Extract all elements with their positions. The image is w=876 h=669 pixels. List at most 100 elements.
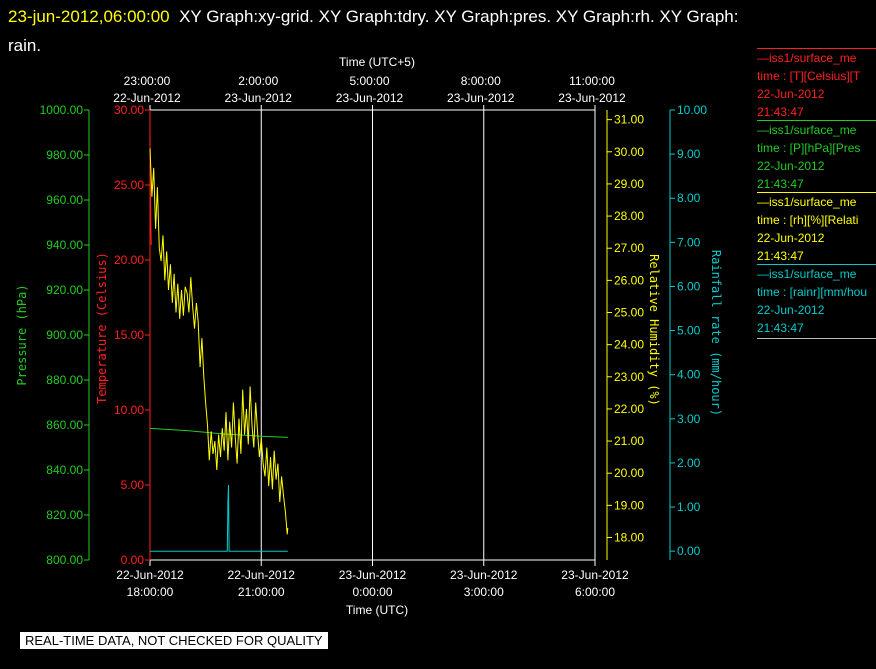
rain-tick-label: 6.00 <box>677 279 701 293</box>
legend-name: —iss1/surface_me <box>757 123 857 137</box>
temperature-tick-label: 30.00 <box>114 103 144 117</box>
series-rainr-line <box>150 484 288 552</box>
series <box>149 132 289 552</box>
bottom-x-tick-time: 0:00:00 <box>352 585 392 599</box>
legend-bottom-rule <box>757 338 876 339</box>
legend-entry: —iss1/surface_me time : [rainr][mm/hou 22-… <box>757 264 876 337</box>
series-rh-line <box>149 148 289 535</box>
top-x-tick-date: 23-Jun-2012 <box>336 91 404 105</box>
legend-separator <box>757 192 876 193</box>
bottom-x-tick-time: 6:00:00 <box>575 585 615 599</box>
rain-tick-label: 5.00 <box>677 324 701 338</box>
legend-date: 22-Jun-2012 <box>757 231 825 245</box>
top-x-tick-date: 23-Jun-2012 <box>447 91 515 105</box>
temperature-axis-title: Temperature (Celsius) <box>95 252 109 404</box>
humidity-tick-label: 27.00 <box>614 241 644 255</box>
pressure-tick-label: 1000.00 <box>40 103 84 117</box>
grid <box>150 109 596 561</box>
pressure-tick-label: 920.00 <box>46 283 83 297</box>
top-x-tick-time: 23:00:00 <box>124 74 171 88</box>
humidity-tick-label: 18.00 <box>614 531 644 545</box>
humidity-tick-label: 19.00 <box>614 498 644 512</box>
pressure-tick-label: 800.00 <box>46 553 83 567</box>
temperature-tick-label: 20.00 <box>114 253 144 267</box>
humidity-tick-label: 23.00 <box>614 370 644 384</box>
bottom-x-tick-date: 22-Jun-2012 <box>116 568 184 582</box>
humidity-axis-title: Relative Humidity (%) <box>647 254 661 406</box>
temperature-tick-label: 0.00 <box>121 553 145 567</box>
legend-date: 22-Jun-2012 <box>757 303 825 317</box>
graph-title: 23-jun-2012,06:00:00 XY Graph:xy-grid. X… <box>8 2 858 60</box>
legend-separator <box>757 264 876 265</box>
legend-name: —iss1/surface_me <box>757 51 857 65</box>
legend-end <box>757 338 876 339</box>
top-x-tick-date: 23-Jun-2012 <box>225 91 293 105</box>
temperature-tick-label: 15.00 <box>114 328 144 342</box>
pressure-tick-label: 940.00 <box>46 238 83 252</box>
title-graphs: XY Graph:xy-grid. XY Graph:tdry. XY Grap… <box>179 7 739 26</box>
top-x-tick-time: 11:00:00 <box>569 74 615 88</box>
pressure-tick-label: 980.00 <box>46 148 83 162</box>
temperature-tick-label: 10.00 <box>114 403 144 417</box>
humidity-tick-label: 31.00 <box>614 113 644 127</box>
legend-time: 21:43:47 <box>757 321 804 335</box>
bottom-x-tick-date: 23-Jun-2012 <box>450 568 518 582</box>
temperature-tick-label: 25.00 <box>114 178 144 192</box>
bottom-x-tick-date: 23-Jun-2012 <box>561 568 629 582</box>
humidity-tick-label: 20.00 <box>614 466 644 480</box>
pressure-tick-label: 840.00 <box>46 463 83 477</box>
humidity-tick-label: 26.00 <box>614 273 644 287</box>
rain-tick-label: 10.00 <box>677 103 707 117</box>
humidity-tick-label: 24.00 <box>614 338 644 352</box>
pressure-tick-label: 860.00 <box>46 418 83 432</box>
bottom-x-tick-time: 3:00:00 <box>464 585 504 599</box>
rain-tick-label: 9.00 <box>677 147 701 161</box>
title-timestamp: 23-jun-2012,06:00:00 <box>8 7 170 26</box>
legend-var: time : [rainr][mm/hou <box>757 285 868 299</box>
top-x-tick-date: 22-Jun-2012 <box>113 91 181 105</box>
legend-var: time : [P][hPa][Pres <box>757 141 861 155</box>
legend-var: time : [T][Celsius][T <box>757 69 861 83</box>
humidity-tick-label: 25.00 <box>614 306 644 320</box>
temperature-tick-label: 5.00 <box>121 478 145 492</box>
rain-tick-label: 8.00 <box>677 191 701 205</box>
top-x-tick-time: 8:00:00 <box>461 74 501 88</box>
bottom-x-tick-date: 23-Jun-2012 <box>339 568 407 582</box>
legend-separator <box>757 48 876 49</box>
legend-var: time : [rh][%][Relati <box>757 213 859 227</box>
top-x-tick-time: 2:00:00 <box>238 74 278 88</box>
legend-time: 21:43:47 <box>757 249 804 263</box>
rain-tick-label: 0.00 <box>677 544 701 558</box>
legend-time: 21:43:47 <box>757 177 804 191</box>
legend-date: 22-Jun-2012 <box>757 87 825 101</box>
quality-disclaimer: REAL-TIME DATA, NOT CHECKED FOR QUALITY <box>20 632 328 649</box>
legend-name: —iss1/surface_me <box>757 195 857 209</box>
humidity-tick-label: 30.00 <box>614 145 644 159</box>
rain-tick-label: 3.00 <box>677 412 701 426</box>
bottom-x-tick-date: 22-Jun-2012 <box>228 568 296 582</box>
humidity-tick-label: 28.00 <box>614 209 644 223</box>
rain-tick-label: 7.00 <box>677 235 701 249</box>
bottom-axis-title: Time (UTC) <box>346 603 408 617</box>
legend-separator <box>757 120 876 121</box>
rain-tick-label: 1.00 <box>677 500 701 514</box>
top-x-tick-time: 5:00:00 <box>349 74 389 88</box>
bottom-x-tick-time: 21:00:00 <box>238 585 285 599</box>
humidity-tick-label: 29.00 <box>614 177 644 191</box>
pressure-tick-label: 880.00 <box>46 373 83 387</box>
series-P-line <box>149 427 288 438</box>
rain-axis-title: Rainfall rate (mm/hour) <box>709 250 723 416</box>
legend-date: 22-Jun-2012 <box>757 159 825 173</box>
pressure-tick-label: 820.00 <box>46 508 83 522</box>
rain-tick-label: 4.00 <box>677 368 701 382</box>
rain-tick-label: 2.00 <box>677 456 701 470</box>
pressure-axis-title: Pressure (hPa) <box>15 284 29 385</box>
top-x-tick-date: 23-Jun-2012 <box>558 91 626 105</box>
humidity-tick-label: 22.00 <box>614 402 644 416</box>
pressure-tick-label: 960.00 <box>46 193 83 207</box>
bottom-x-tick-time: 18:00:00 <box>127 585 174 599</box>
